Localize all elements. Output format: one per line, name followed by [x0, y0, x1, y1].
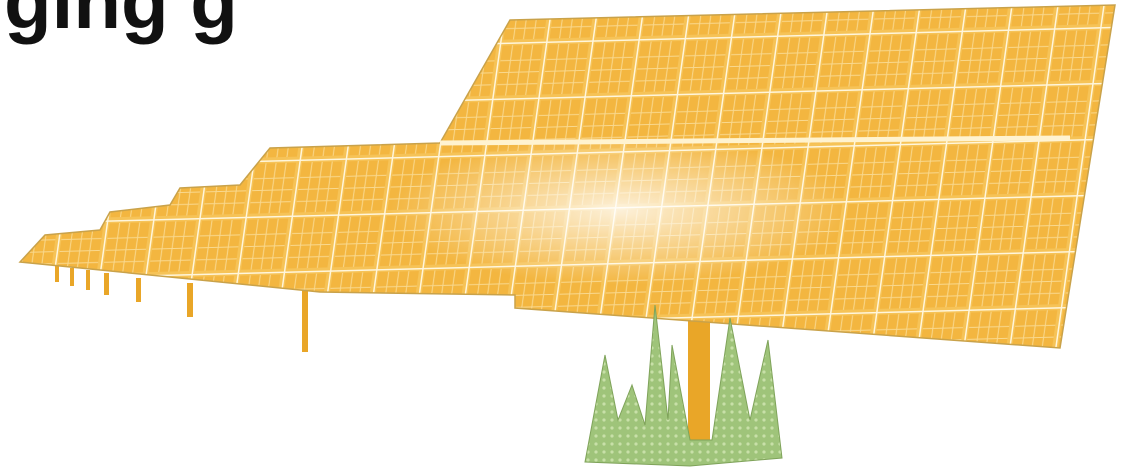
heading: ging g	[4, 0, 238, 45]
bushes	[584, 304, 783, 467]
panel-seam	[439, 135, 1071, 146]
posts	[55, 266, 710, 440]
glare	[390, 135, 850, 285]
